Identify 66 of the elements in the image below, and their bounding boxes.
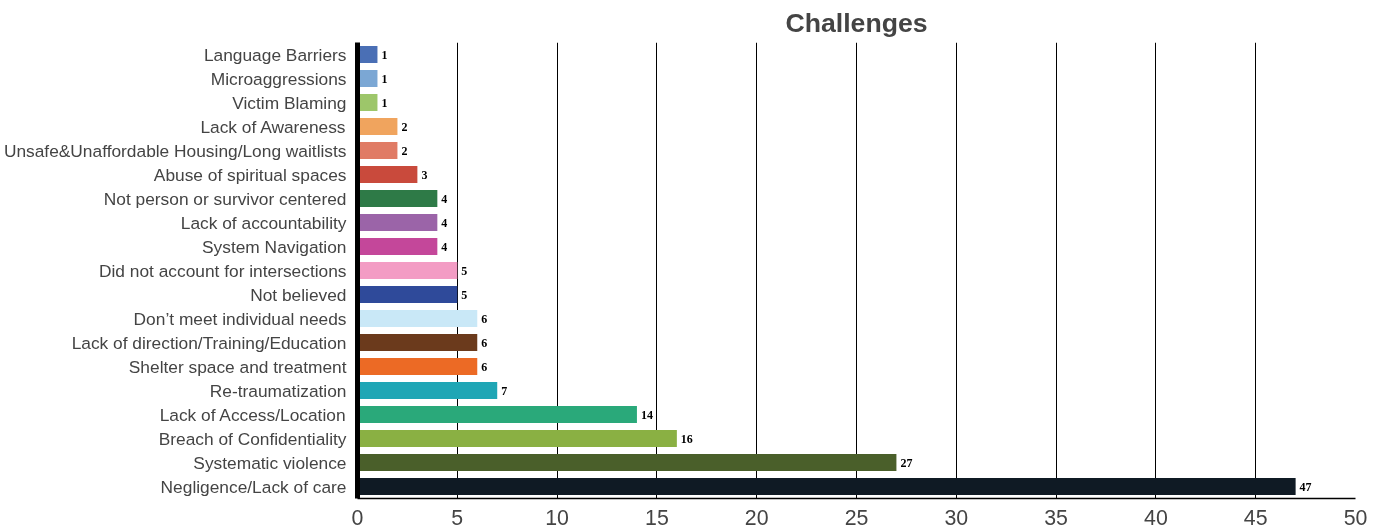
x-tick-label: 15	[645, 505, 669, 527]
bar	[357, 238, 438, 255]
bar	[357, 334, 478, 351]
data-label: 2	[401, 143, 408, 158]
data-label: 27	[900, 455, 913, 470]
bar	[357, 454, 897, 471]
data-label: 5	[461, 263, 468, 278]
y-tick-label: Not person or survivor centered	[103, 188, 347, 209]
x-tick-label: 50	[1343, 505, 1368, 527]
data-label: 6	[481, 335, 488, 350]
y-tick-label: Abuse of spiritual spaces	[153, 164, 347, 185]
data-label: 6	[481, 359, 488, 374]
y-tick-label: Not believed	[250, 284, 347, 305]
data-label: 14	[640, 407, 653, 422]
data-label: 5	[461, 287, 468, 302]
data-label: 4	[441, 191, 448, 206]
bar	[357, 430, 677, 447]
y-tick-label: Did not account for intersections	[98, 260, 347, 281]
x-tick-label: 5	[451, 505, 464, 527]
data-label: 4	[441, 239, 448, 254]
bar	[357, 166, 418, 183]
data-label: 1	[381, 71, 388, 86]
bar	[357, 118, 398, 135]
y-tick-label: Victim Blaming	[232, 92, 347, 113]
x-tick-label: 30	[944, 505, 969, 527]
y-tick-label: Shelter space and treatment	[128, 356, 347, 377]
data-label: 1	[381, 95, 388, 110]
x-tick-label: 25	[844, 505, 869, 527]
data-label: 16	[680, 431, 693, 446]
data-label: 4	[441, 215, 448, 230]
y-tick-label: Breach of Confidentiality	[158, 428, 347, 449]
y-tick-label: Lack of Access/Location	[159, 404, 346, 425]
bar	[357, 262, 458, 279]
y-tick-label: System Navigation	[202, 236, 347, 257]
data-label: 1	[381, 47, 388, 62]
y-tick-label: Language Barriers	[203, 44, 347, 65]
bar	[357, 286, 458, 303]
bar	[357, 382, 498, 399]
y-tick-label: Re-traumatization	[209, 380, 347, 401]
y-tick-label: Lack of accountability	[180, 212, 347, 233]
y-tick-label: Lack of direction/Training/Education	[71, 332, 347, 353]
y-tick-label: Systematic violence	[193, 452, 347, 473]
x-tick-label: 0	[351, 505, 364, 527]
data-label: 7	[501, 383, 508, 398]
y-tick-label: Lack of Awareness	[200, 116, 346, 137]
bar	[357, 142, 398, 159]
data-label: 6	[481, 311, 488, 326]
y-tick-label: Negligence/Lack of care	[160, 476, 347, 497]
y-tick-label: Don’t meet individual needs	[133, 308, 347, 329]
data-label: 3	[421, 167, 428, 182]
bar	[357, 406, 637, 423]
x-tick-label: 35	[1044, 505, 1068, 527]
bar	[357, 190, 438, 207]
y-tick-label: Unsafe&Unaffordable Housing/Long waitlists	[3, 140, 347, 161]
x-tick-label: 20	[744, 505, 769, 527]
data-label: 2	[401, 119, 408, 134]
bar	[357, 478, 1296, 495]
bar	[357, 358, 478, 375]
bar	[357, 214, 438, 231]
x-tick-label: 40	[1144, 505, 1168, 527]
chart-title: Challenges	[785, 7, 928, 38]
bar	[357, 310, 478, 327]
y-tick-label: Microaggressions	[210, 68, 347, 89]
data-label: 47	[1299, 479, 1312, 494]
x-tick-label: 45	[1243, 505, 1268, 527]
x-tick-label: 10	[545, 505, 570, 527]
